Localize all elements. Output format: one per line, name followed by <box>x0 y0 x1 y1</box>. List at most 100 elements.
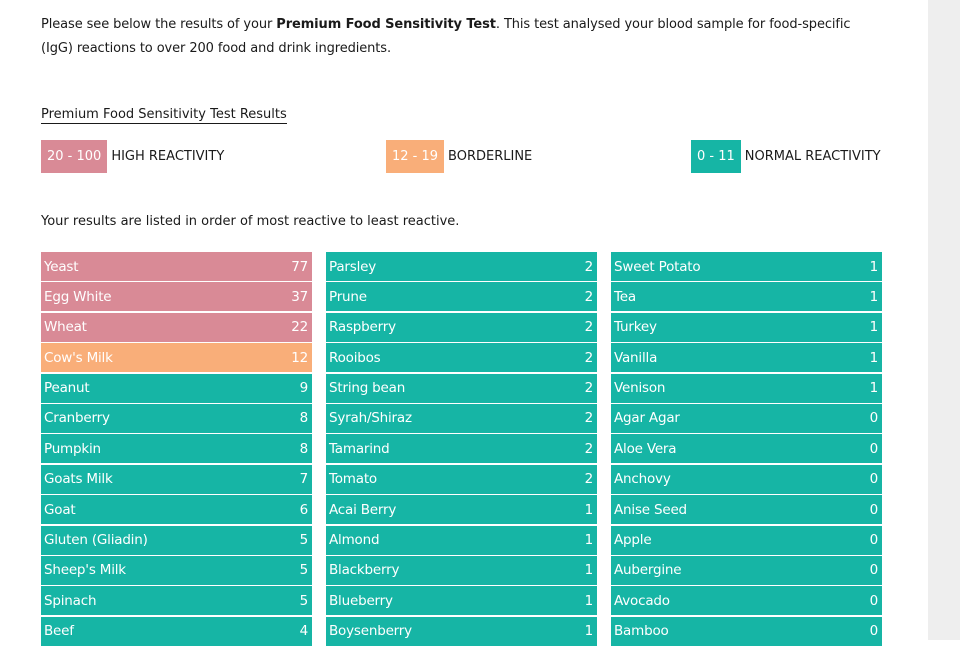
reactivity-score: 0 <box>869 501 879 518</box>
result-row: Goats Milk 7 <box>41 464 312 494</box>
food-name: Peanut <box>44 380 90 397</box>
food-name: Rooibos <box>329 349 381 366</box>
food-name: Almond <box>329 532 380 549</box>
result-row: Syrah/Shiraz 2 <box>326 403 597 433</box>
reactivity-score: 0 <box>869 471 879 488</box>
food-name: Bamboo <box>614 623 669 640</box>
legend-borderline-label: BORDERLINE <box>448 149 533 164</box>
results-column-1: Yeast 77 Egg White 37 Wheat 22 Cow's Milk 12 Pea… <box>41 252 312 647</box>
result-row: Anise Seed 0 <box>611 495 882 525</box>
reactivity-score: 2 <box>584 471 594 488</box>
reactivity-score: 1 <box>869 288 879 305</box>
food-name: String bean <box>329 380 406 397</box>
results-column-3: Sweet Potato 1 Tea 1 Turkey 1 Vanilla 1 Venison 1… <box>611 252 882 647</box>
reactivity-score: 0 <box>869 440 879 457</box>
result-row: String bean 2 <box>326 373 597 403</box>
food-name: Egg White <box>44 288 112 305</box>
result-row: Raspberry 2 <box>326 312 597 342</box>
reactivity-score: 22 <box>291 319 308 336</box>
reactivity-score: 1 <box>584 592 594 609</box>
reactivity-score: 8 <box>299 440 309 457</box>
food-name: Raspberry <box>329 319 396 336</box>
food-name: Venison <box>614 380 666 397</box>
legend-high: 20 - 100 HIGH REACTIVITY <box>41 140 224 173</box>
reactivity-score: 0 <box>869 592 879 609</box>
intro-prefix: Please see below the results of your <box>41 17 277 32</box>
food-name: Cow's Milk <box>44 349 113 366</box>
reactivity-score: 1 <box>584 501 594 518</box>
food-name: Agar Agar <box>614 410 680 427</box>
food-name: Beef <box>44 623 74 640</box>
result-row: Parsley 2 <box>326 252 597 281</box>
result-row: Agar Agar 0 <box>611 403 882 433</box>
reactivity-score: 9 <box>299 380 309 397</box>
result-row: Vanilla 1 <box>611 343 882 373</box>
legend-high-swatch: 20 - 100 <box>41 140 108 173</box>
food-name: Blueberry <box>329 592 393 609</box>
results-heading: Premium Food Sensitivity Test Results <box>41 107 287 124</box>
reactivity-score: 1 <box>869 380 879 397</box>
reactivity-score: 1 <box>584 623 594 640</box>
reactivity-score: 2 <box>584 380 594 397</box>
food-name: Spinach <box>44 592 97 609</box>
reactivity-score: 1 <box>869 349 879 366</box>
result-row: Tea 1 <box>611 282 882 312</box>
food-name: Turkey <box>614 319 657 336</box>
result-row: Peanut 9 <box>41 373 312 403</box>
food-name: Yeast <box>44 258 79 275</box>
food-name: Goats Milk <box>44 471 113 488</box>
reactivity-score: 0 <box>869 562 879 579</box>
result-row: Aloe Vera 0 <box>611 434 882 464</box>
reactivity-score: 2 <box>584 440 594 457</box>
intro-suffix: . This test analysed your blood sample f… <box>41 17 851 56</box>
reactivity-score: 12 <box>291 349 308 366</box>
intro-paragraph: Please see below the results of your Pre… <box>41 13 861 61</box>
food-name: Syrah/Shiraz <box>329 410 412 427</box>
result-row: Tomato 2 <box>326 464 597 494</box>
result-row: Gluten (Gliadin) 5 <box>41 525 312 555</box>
result-row: Spinach 5 <box>41 586 312 616</box>
food-name: Cranberry <box>44 410 110 427</box>
result-row: Anchovy 0 <box>611 464 882 494</box>
reactivity-score: 8 <box>299 410 309 427</box>
result-row: Prune 2 <box>326 282 597 312</box>
food-name: Aloe Vera <box>614 440 677 457</box>
result-row: Tamarind 2 <box>326 434 597 464</box>
reactivity-score: 1 <box>869 319 879 336</box>
result-row: Aubergine 0 <box>611 555 882 585</box>
reactivity-score: 2 <box>584 258 594 275</box>
food-name: Sweet Potato <box>614 258 701 275</box>
result-row: Cow's Milk 12 <box>41 343 312 373</box>
reactivity-score: 0 <box>869 623 879 640</box>
result-row: Bamboo 0 <box>611 616 882 646</box>
food-name: Goat <box>44 501 76 518</box>
food-name: Tomato <box>329 471 377 488</box>
result-row: Pumpkin 8 <box>41 434 312 464</box>
result-row: Apple 0 <box>611 525 882 555</box>
food-name: Parsley <box>329 258 377 275</box>
result-row: Wheat 22 <box>41 312 312 342</box>
food-name: Apple <box>614 532 652 549</box>
reactivity-score: 1 <box>584 532 594 549</box>
order-note: Your results are listed in order of most… <box>41 214 460 229</box>
result-row: Avocado 0 <box>611 586 882 616</box>
reactivity-score: 4 <box>299 623 309 640</box>
reactivity-score: 1 <box>869 258 879 275</box>
reactivity-score: 1 <box>584 562 594 579</box>
food-name: Anchovy <box>614 471 671 488</box>
result-row: Beef 4 <box>41 616 312 646</box>
reactivity-score: 2 <box>584 288 594 305</box>
intro-test-name: Premium Food Sensitivity Test <box>276 17 496 32</box>
food-name: Boysenberry <box>329 623 412 640</box>
reactivity-score: 2 <box>584 410 594 427</box>
result-row: Boysenberry 1 <box>326 616 597 646</box>
legend-borderline: 12 - 19 BORDERLINE <box>386 140 532 173</box>
reactivity-score: 77 <box>291 258 308 275</box>
reactivity-score: 5 <box>299 592 309 609</box>
result-row: Rooibos 2 <box>326 343 597 373</box>
scrollbar-track[interactable] <box>928 0 960 640</box>
reactivity-score: 2 <box>584 319 594 336</box>
food-name: Sheep's Milk <box>44 562 126 579</box>
result-row: Acai Berry 1 <box>326 495 597 525</box>
food-name: Avocado <box>614 592 670 609</box>
